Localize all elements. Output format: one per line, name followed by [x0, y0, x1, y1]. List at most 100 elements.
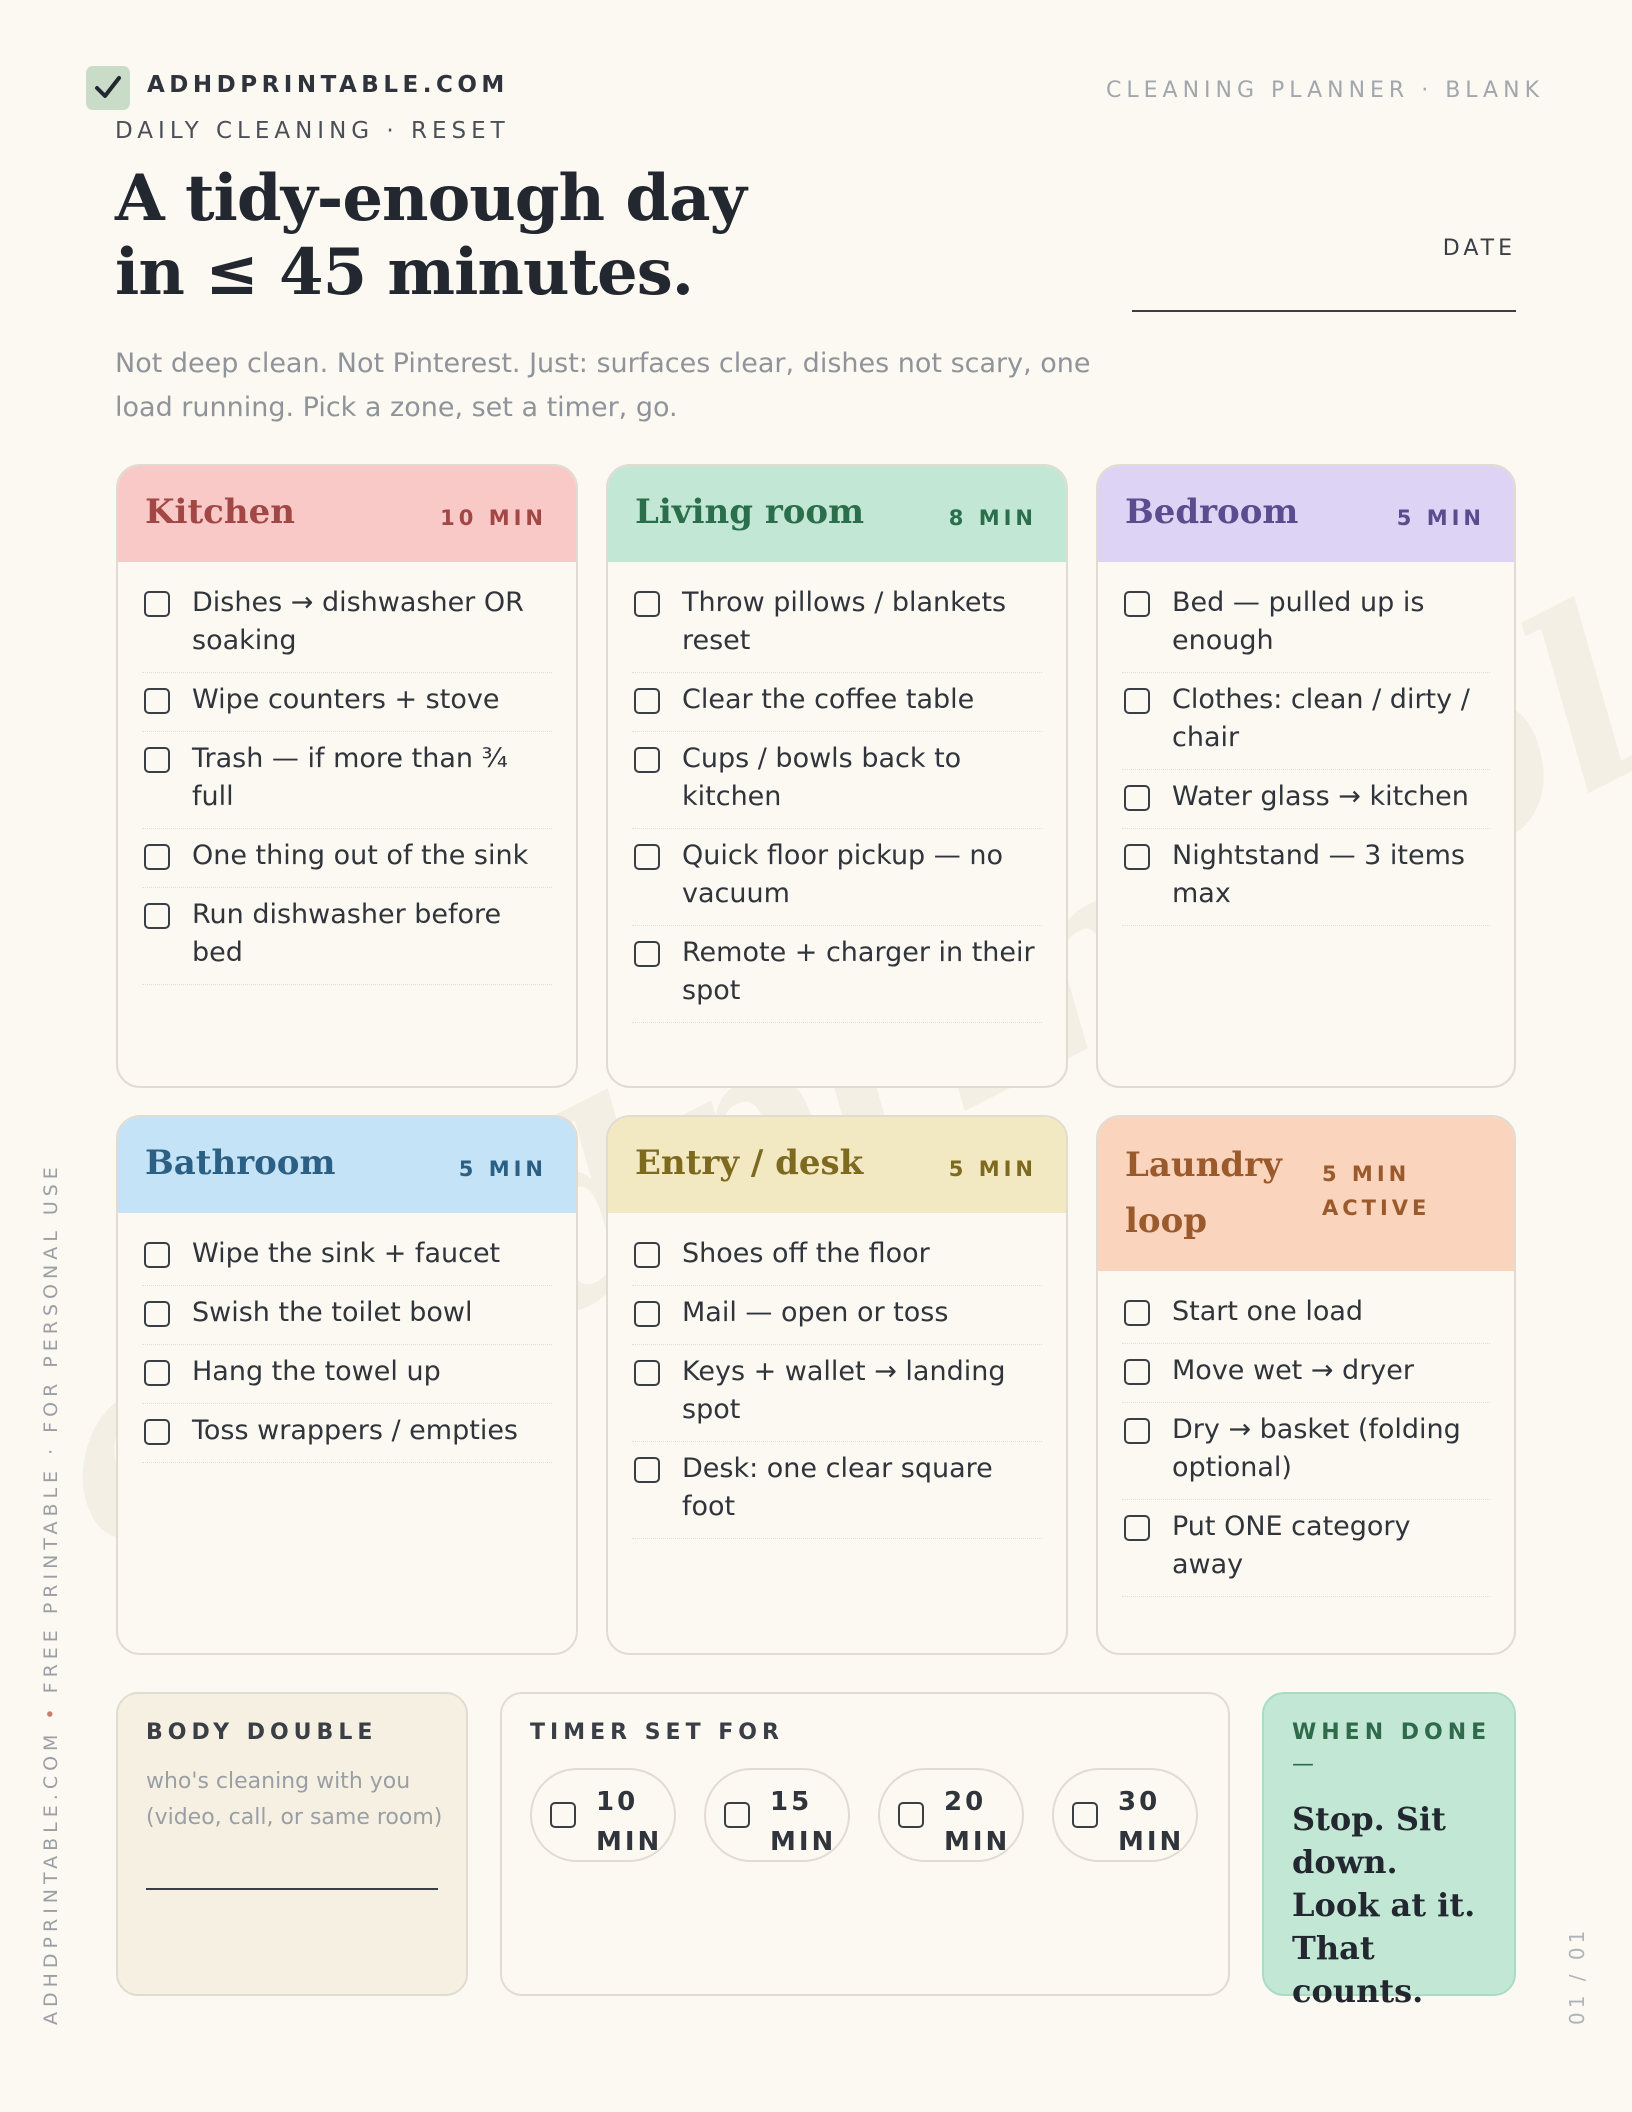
checkbox-icon[interactable]: [634, 1301, 660, 1327]
item-label: Dry → basket (folding optional): [1172, 1414, 1461, 1483]
checklist-item[interactable]: Start one load: [1122, 1285, 1490, 1344]
checklist-item[interactable]: Hang the towel up: [142, 1345, 552, 1404]
checklist-item[interactable]: Water glass → kitchen: [1122, 770, 1490, 829]
checkbox-icon[interactable]: [144, 844, 170, 870]
zone-checklist: Shoes off the floor Mail — open or toss …: [608, 1213, 1066, 1539]
item-label: Cups / bowls back to kitchen: [682, 743, 962, 812]
checklist-item[interactable]: Put ONE category away: [1122, 1500, 1490, 1597]
checkbox-icon[interactable]: [634, 591, 660, 617]
checkbox-icon[interactable]: [634, 844, 660, 870]
item-label: One thing out of the sink: [192, 840, 529, 871]
checkbox-icon[interactable]: [144, 1419, 170, 1445]
checkbox-icon[interactable]: [634, 688, 660, 714]
checklist-item[interactable]: Remote + charger in their spot: [632, 926, 1042, 1023]
checklist-item[interactable]: Mail — open or toss: [632, 1286, 1042, 1345]
item-label: Put ONE category away: [1172, 1511, 1411, 1580]
checklist-item[interactable]: One thing out of the sink: [142, 829, 552, 888]
checklist-item[interactable]: Run dishwasher before bed: [142, 888, 552, 985]
zone-header: Laundry loop 5 MIN ACTIVE: [1098, 1117, 1514, 1271]
zone-title: Laundry loop: [1125, 1137, 1282, 1249]
side-footer-text: ADHDPRINTABLE.COM • FREE PRINTABLE · FOR P…: [40, 1162, 62, 2025]
body-double-field-line[interactable]: [146, 1888, 438, 1890]
timer-option-20[interactable]: 20 MIN: [878, 1768, 1024, 1862]
zone-time: 5 MIN ACTIVE: [1322, 1157, 1430, 1225]
checklist-item[interactable]: Clear the coffee table: [632, 673, 1042, 732]
checkbox-icon[interactable]: [1124, 688, 1150, 714]
checklist-item[interactable]: Cups / bowls back to kitchen: [632, 732, 1042, 829]
checkbox-icon[interactable]: [634, 941, 660, 967]
checkbox-icon[interactable]: [1124, 591, 1150, 617]
checkbox-icon[interactable]: [144, 591, 170, 617]
checkbox-icon[interactable]: [898, 1802, 924, 1828]
checkmark-logo-icon: [86, 66, 130, 110]
checklist-item[interactable]: Quick floor pickup — no vacuum: [632, 829, 1042, 926]
item-label: Bed — pulled up is enough: [1172, 587, 1425, 656]
checkbox-icon[interactable]: [550, 1802, 576, 1828]
zone-card-bedroom: Bedroom 5 MIN Bed — pulled up is enough …: [1096, 464, 1516, 1088]
checkbox-icon[interactable]: [634, 747, 660, 773]
checklist-item[interactable]: Keys + wallet → landing spot: [632, 1345, 1042, 1442]
body-double-hint: who's cleaning with you (video, call, or…: [146, 1769, 443, 1830]
item-label: Hang the towel up: [192, 1356, 441, 1387]
checkbox-icon[interactable]: [144, 1301, 170, 1327]
item-label: Clear the coffee table: [682, 684, 975, 715]
page-number: 01 / 01: [1565, 1926, 1589, 2025]
zone-header: Bedroom 5 MIN: [1098, 466, 1514, 562]
checklist-item[interactable]: Shoes off the floor: [632, 1227, 1042, 1286]
checkbox-icon[interactable]: [1124, 785, 1150, 811]
checkbox-icon[interactable]: [634, 1457, 660, 1483]
zone-title: Kitchen: [145, 492, 295, 532]
checkbox-icon[interactable]: [144, 903, 170, 929]
checkbox-icon[interactable]: [1124, 1359, 1150, 1385]
item-label: Wipe counters + stove: [192, 684, 500, 715]
checklist-item[interactable]: Dishes → dishwasher OR soaking: [142, 576, 552, 673]
zone-header: Living room 8 MIN: [608, 466, 1066, 562]
item-label: Water glass → kitchen: [1172, 781, 1469, 812]
checkbox-icon[interactable]: [1124, 844, 1150, 870]
checklist-item[interactable]: Desk: one clear square foot: [632, 1442, 1042, 1539]
checklist-item[interactable]: Clothes: clean / dirty / chair: [1122, 673, 1490, 770]
zone-time: 5 MIN: [458, 1157, 547, 1181]
timer-box: TIMER SET FOR 10 MIN 15 MIN 20 MIN 30 MIN: [500, 1692, 1230, 1996]
when-done-text: Stop. Sit down. Look at it. That counts.: [1292, 1800, 1476, 2010]
checklist-item[interactable]: Move wet → dryer: [1122, 1344, 1490, 1403]
side-brand: ADHDPRINTABLE.COM: [40, 1729, 62, 2025]
timer-option-text: 30 MIN: [1118, 1787, 1185, 1857]
timer-option-15[interactable]: 15 MIN: [704, 1768, 850, 1862]
checkbox-icon[interactable]: [634, 1242, 660, 1268]
side-license: FREE PRINTABLE · FOR PERSONAL USE: [40, 1162, 62, 1694]
timer-option-10[interactable]: 10 MIN: [530, 1768, 676, 1862]
date-label: DATE: [1442, 236, 1516, 261]
checklist-item[interactable]: Swish the toilet bowl: [142, 1286, 552, 1345]
item-label: Move wet → dryer: [1172, 1355, 1414, 1386]
timer-option-text: 10 MIN: [596, 1787, 663, 1857]
checkbox-icon[interactable]: [144, 1242, 170, 1268]
checkbox-icon[interactable]: [144, 1360, 170, 1386]
checklist-item[interactable]: Throw pillows / blankets reset: [632, 576, 1042, 673]
zone-card-kitchen: Kitchen 10 MIN Dishes → dishwasher OR so…: [116, 464, 578, 1088]
item-label: Start one load: [1172, 1296, 1364, 1327]
checklist-item[interactable]: Wipe counters + stove: [142, 673, 552, 732]
item-label: Dishes → dishwasher OR soaking: [192, 587, 524, 656]
page-title-line2: in ≤ 45 minutes.: [115, 235, 694, 310]
checkbox-icon[interactable]: [1124, 1515, 1150, 1541]
checklist-item[interactable]: Trash — if more than ¾ full: [142, 732, 552, 829]
checklist-item[interactable]: Dry → basket (folding optional): [1122, 1403, 1490, 1500]
checkbox-icon[interactable]: [724, 1802, 750, 1828]
checklist-item[interactable]: Bed — pulled up is enough: [1122, 576, 1490, 673]
checkbox-icon[interactable]: [1124, 1418, 1150, 1444]
checkbox-icon[interactable]: [634, 1360, 660, 1386]
when-done-label: WHEN DONE: [1292, 1720, 1492, 1745]
item-label: Run dishwasher before bed: [192, 899, 502, 968]
date-field-line[interactable]: [1132, 310, 1516, 312]
timer-option-30[interactable]: 30 MIN: [1052, 1768, 1198, 1862]
checkbox-icon[interactable]: [1124, 1300, 1150, 1326]
checklist-item[interactable]: Wipe the sink + faucet: [142, 1227, 552, 1286]
checkbox-icon[interactable]: [144, 747, 170, 773]
checklist-item[interactable]: Toss wrappers / empties: [142, 1404, 552, 1463]
item-label: Shoes off the floor: [682, 1238, 930, 1269]
checkbox-icon[interactable]: [1072, 1802, 1098, 1828]
zone-time: 8 MIN: [948, 506, 1037, 530]
checkbox-icon[interactable]: [144, 688, 170, 714]
checklist-item[interactable]: Nightstand — 3 items max: [1122, 829, 1490, 926]
